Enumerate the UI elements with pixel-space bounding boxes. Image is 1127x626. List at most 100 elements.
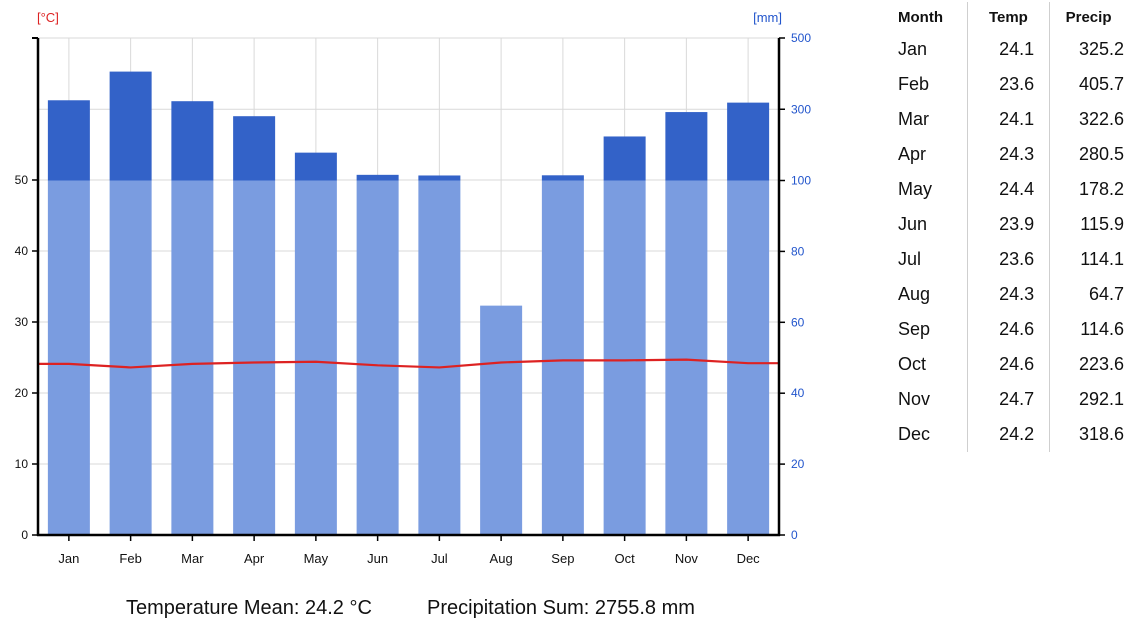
right-axis-tick-label: 100 <box>791 174 811 188</box>
header-precip: Precip <box>1049 2 1127 32</box>
precip-bar-jun <box>356 180 399 535</box>
precip-bar-aug <box>480 305 523 535</box>
row-month: Jun <box>898 214 928 234</box>
precip-bar-upper-apr <box>233 116 276 181</box>
precip-bar-upper-oct <box>603 136 646 181</box>
precip-bar-upper-jul <box>418 175 461 181</box>
precip-bar-jul <box>418 180 461 535</box>
row-month: Feb <box>898 74 930 94</box>
x-axis-tick-label: Nov <box>675 551 699 566</box>
row-temp: 24.4 <box>966 172 1050 207</box>
row-temp: 23.6 <box>966 67 1050 102</box>
precip-bar-oct <box>603 180 646 535</box>
precip-bar-upper-feb <box>109 71 152 181</box>
header-month: Month <box>898 8 943 26</box>
precip-bar-may <box>294 180 337 535</box>
row-precip: 114.6 <box>1049 312 1127 347</box>
row-precip: 178.2 <box>1049 172 1127 207</box>
precip-bar-apr <box>233 180 276 535</box>
right-axis-tick-label: 500 <box>791 31 811 45</box>
row-temp: 24.3 <box>966 137 1050 172</box>
left-axis-tick-label: 0 <box>21 528 28 542</box>
right-axis-unit-label: [mm] <box>753 10 782 25</box>
x-axis-tick-label: Mar <box>181 551 204 566</box>
precip-bar-jan <box>47 180 90 535</box>
row-precip: 318.6 <box>1049 417 1127 452</box>
precip-bar-upper-sep <box>541 175 584 181</box>
row-month: Nov <box>898 389 931 409</box>
row-precip: 322.6 <box>1049 102 1127 137</box>
precip-bar-upper-nov <box>665 112 708 181</box>
x-axis-tick-label: Dec <box>737 551 761 566</box>
header-temp: Temp <box>966 2 1050 32</box>
row-temp: 24.2 <box>966 417 1050 452</box>
row-month: Jul <box>898 249 922 269</box>
row-month: Jan <box>898 39 928 59</box>
table-row: Apr 24.3 280.5 <box>882 137 1127 172</box>
table-header-row: Month Temp Precip <box>882 2 1127 32</box>
row-temp: 24.1 <box>966 102 1050 137</box>
row-month: Oct <box>898 354 927 374</box>
left-axis-tick-label: 10 <box>15 457 29 471</box>
precip-bar-upper-dec <box>727 102 770 181</box>
row-precip: 405.7 <box>1049 67 1127 102</box>
row-month: Apr <box>898 144 927 164</box>
table-row: Dec 24.2 318.6 <box>882 417 1127 452</box>
row-temp: 23.6 <box>966 242 1050 277</box>
left-axis-tick-label: 30 <box>15 315 29 329</box>
table-row: Oct 24.6 223.6 <box>882 347 1127 382</box>
row-month: May <box>898 179 933 199</box>
precip-bar-mar <box>171 180 214 535</box>
row-precip: 325.2 <box>1049 32 1127 67</box>
row-precip: 115.9 <box>1049 207 1127 242</box>
x-axis-tick-label: Jul <box>431 551 448 566</box>
x-axis-tick-label: Apr <box>244 551 265 566</box>
row-temp: 23.9 <box>966 207 1050 242</box>
x-axis-tick-label: Sep <box>551 551 574 566</box>
temperature-line <box>38 358 779 369</box>
precip-bar-upper-mar <box>171 101 214 181</box>
precip-bar-upper-may <box>294 152 337 181</box>
precip-bar-feb <box>109 180 152 535</box>
precip-bar-dec <box>727 180 770 535</box>
row-temp: 24.1 <box>966 32 1050 67</box>
row-precip: 280.5 <box>1049 137 1127 172</box>
row-temp: 24.6 <box>966 312 1050 347</box>
x-axis-tick-label: Aug <box>490 551 513 566</box>
row-precip: 64.7 <box>1049 277 1127 312</box>
table-row: Sep 24.6 114.6 <box>882 312 1127 347</box>
right-axis-tick-label: 0 <box>791 528 798 542</box>
precipitation-sum-summary: Precipitation Sum: 2755.8 mm <box>427 597 695 619</box>
row-month: Dec <box>898 424 931 444</box>
x-axis-tick-label: Jan <box>58 551 79 566</box>
precip-bar-nov <box>665 180 708 535</box>
row-month: Mar <box>898 109 929 129</box>
row-temp: 24.3 <box>966 277 1050 312</box>
left-axis-tick-label: 40 <box>15 244 29 258</box>
row-precip: 114.1 <box>1049 242 1127 277</box>
right-axis-tick-label: 20 <box>791 457 805 471</box>
x-axis-tick-label: May <box>304 551 329 566</box>
right-axis-tick-label: 60 <box>791 315 805 329</box>
x-axis-tick-label: Feb <box>119 551 141 566</box>
right-axis-tick-label: 300 <box>791 102 811 116</box>
precip-bar-upper-jan <box>47 100 90 181</box>
row-temp: 24.7 <box>966 382 1050 417</box>
table-row: Mar 24.1 322.6 <box>882 102 1127 137</box>
table-row: Aug 24.3 64.7 <box>882 277 1127 312</box>
table-row: Jul 23.6 114.1 <box>882 242 1127 277</box>
temperature-mean-summary: Temperature Mean: 24.2 °C <box>126 597 372 619</box>
table-row: May 24.4 178.2 <box>882 172 1127 207</box>
x-axis-tick-label: Jun <box>367 551 388 566</box>
x-axis-tick-label: Oct <box>615 551 636 566</box>
row-precip: 223.6 <box>1049 347 1127 382</box>
left-axis-tick-label: 50 <box>15 173 29 187</box>
row-temp: 24.6 <box>966 347 1050 382</box>
right-axis-tick-label: 40 <box>791 386 805 400</box>
table-row: Nov 24.7 292.1 <box>882 382 1127 417</box>
row-month: Sep <box>898 319 931 339</box>
left-axis-tick-label: 20 <box>15 386 29 400</box>
row-month: Aug <box>898 284 931 304</box>
